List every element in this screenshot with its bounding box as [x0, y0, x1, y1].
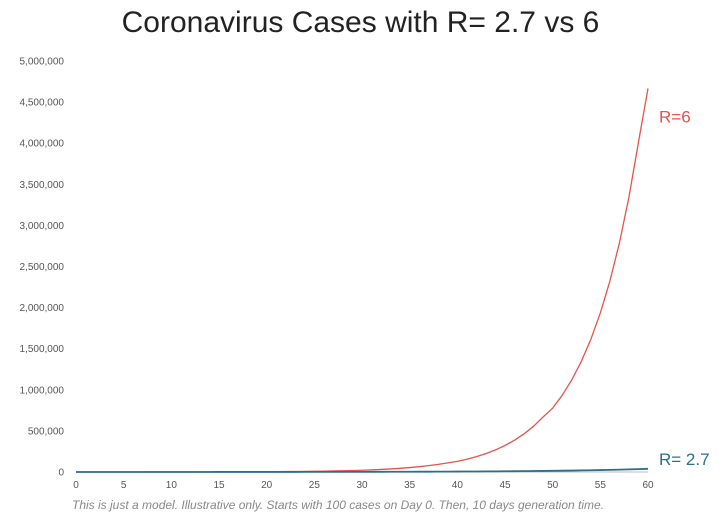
x-tick-label: 5: [121, 480, 127, 491]
y-tick-label: 0: [58, 468, 64, 479]
y-tick-label: 4,000,000: [20, 139, 65, 150]
series-line-r2-7: [76, 467, 649, 473]
series-label-r6: R=6: [659, 107, 691, 126]
x-tick-label: 30: [356, 480, 368, 491]
series-label-r2-7: R= 2.7: [659, 450, 710, 469]
x-tick-label: 35: [404, 480, 416, 491]
x-tick-label: 60: [642, 480, 654, 491]
chart-footnote: This is just a model. Illustrative only.…: [72, 498, 605, 512]
axes: 0 500,000 1,000,000 1,500,000 2,000,000 2,500…: [20, 57, 654, 492]
series-lines: [76, 88, 649, 473]
x-tick-label: 40: [452, 480, 464, 491]
series-line-r6: [76, 88, 649, 473]
series-labels: R=6 R= 2.7: [659, 107, 710, 468]
y-tick-label: 1,000,000: [20, 385, 65, 396]
x-tick-label: 25: [309, 480, 321, 491]
y-tick-label: 5,000,000: [20, 57, 65, 68]
y-tick-label: 2,500,000: [20, 262, 65, 273]
x-tick-label: 55: [595, 480, 607, 491]
x-tick-label: 20: [261, 480, 273, 491]
y-tick-label: 4,500,000: [20, 98, 65, 109]
x-tick-label: 10: [166, 480, 178, 491]
x-tick-label: 15: [213, 480, 225, 491]
x-tick-label: 45: [499, 480, 511, 491]
y-tick-label: 3,000,000: [20, 221, 65, 232]
y-tick-label: 1,500,000: [20, 344, 65, 355]
y-tick-label: 500,000: [28, 426, 65, 437]
x-tick-label: 0: [73, 480, 79, 491]
y-tick-label: 3,500,000: [20, 180, 65, 191]
x-tick-label: 50: [547, 480, 559, 491]
chart-title: Coronavirus Cases with R= 2.7 vs 6: [121, 6, 600, 39]
y-tick-label: 2,000,000: [20, 303, 65, 314]
